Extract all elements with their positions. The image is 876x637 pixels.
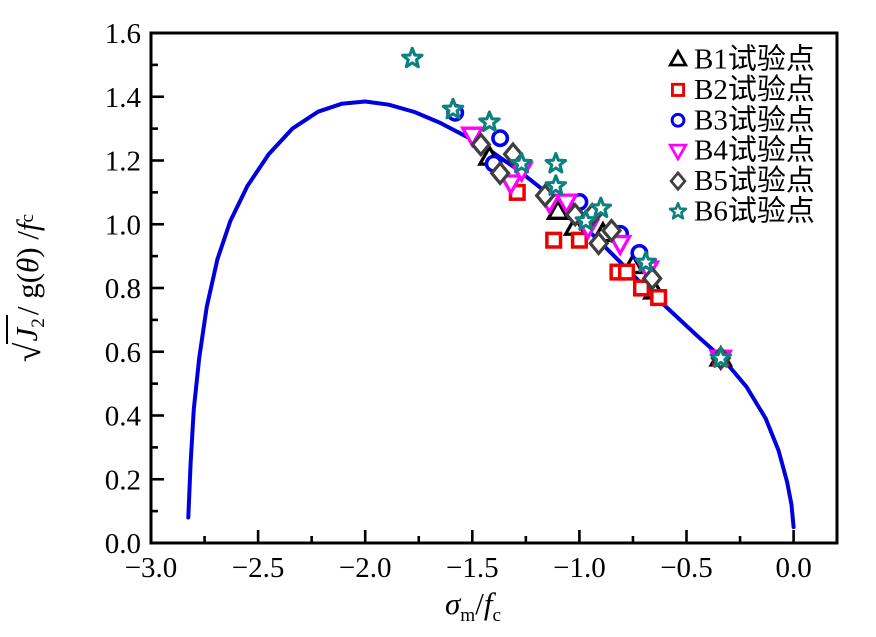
data-point-b6: [401, 46, 424, 69]
data-point-b5: [588, 230, 610, 256]
data-point-b5: [564, 202, 586, 228]
x-tick-label: −3.0: [125, 552, 178, 584]
data-point-b6: [634, 250, 658, 273]
legend-label-b6: B6试验点: [694, 195, 815, 228]
data-point-b6: [510, 151, 533, 174]
x-tick-label: −0.5: [660, 552, 713, 584]
radical-sign: √: [8, 342, 48, 363]
data-point-b4: [607, 234, 633, 257]
y-tick-label: 0.8: [105, 273, 141, 305]
data-point-b6: [574, 209, 598, 231]
data-point-b2: [632, 279, 651, 297]
x-tick-label: −1.5: [446, 552, 499, 584]
data-point-b5: [600, 218, 623, 244]
x-tick-label: 0.0: [775, 552, 811, 584]
legend-label-b1: B1试验点: [694, 43, 815, 76]
data-point-b2: [650, 289, 668, 307]
y-tick-label: 1.0: [105, 209, 141, 241]
data-point-b6: [544, 151, 568, 174]
y-tick-label: 1.4: [105, 82, 142, 114]
y-tick-label: 0.2: [105, 464, 141, 496]
data-point-b3: [491, 129, 510, 148]
x-tick-label: −1.0: [553, 552, 606, 584]
data-point-b1: [545, 198, 571, 220]
y-tick-label: 1.6: [105, 18, 141, 50]
legend-marker-b5: [669, 170, 687, 192]
data-point-b4: [498, 174, 524, 197]
data-point-b6: [589, 196, 613, 219]
data-point-b6: [544, 174, 568, 196]
legend-marker-b1: [667, 48, 689, 67]
data-point-b4: [554, 193, 579, 216]
legend-marker-b3: [670, 112, 686, 128]
legend-label-b5: B5试验点: [694, 164, 815, 197]
radicand: J2: [5, 315, 51, 344]
legend-label-b2: B2试验点: [694, 73, 815, 106]
legend-marker-b6: [668, 201, 688, 220]
data-point-b6: [441, 97, 465, 120]
data-point-b5: [470, 131, 492, 158]
legend-label-b4: B4试验点: [694, 134, 815, 167]
x-tick-label: −2.5: [232, 552, 285, 584]
data-point-b5: [641, 265, 663, 292]
y-tick-label: 1.2: [105, 146, 141, 178]
data-point-b2: [617, 263, 636, 281]
data-point-b6: [478, 110, 501, 133]
y-tick-label: 0.0: [105, 528, 141, 560]
y-tick-label: 0.6: [105, 337, 141, 369]
data-point-b2: [545, 231, 563, 249]
legend-marker-b2: [670, 82, 686, 97]
data-point-b6: [709, 346, 733, 368]
data-point-b2: [570, 231, 588, 249]
x-axis-title: σm/fc: [444, 586, 501, 627]
y-tick-label: 0.4: [105, 401, 142, 433]
data-point-b5: [489, 160, 511, 186]
legend-label-b3: B3试验点: [694, 103, 815, 136]
legend-marker-b4: [667, 143, 689, 162]
x-tick-label: −2.0: [339, 552, 392, 584]
